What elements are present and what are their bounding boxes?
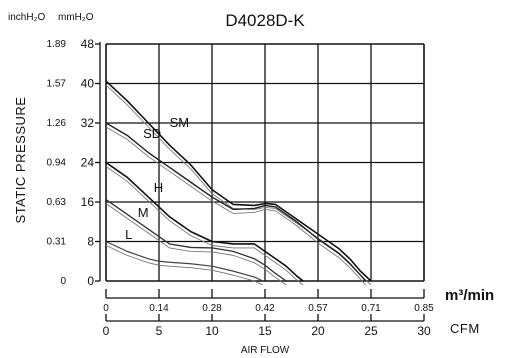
x-tick-label-cfm: 10 xyxy=(205,324,219,338)
series-label-sm: SM xyxy=(170,115,190,130)
x-tick-label-m3: 0.57 xyxy=(308,303,328,314)
y-tick-label-mm: 40 xyxy=(81,77,95,91)
y-tick-label-inch: 0.31 xyxy=(47,237,67,248)
x-tick-label-cfm: 30 xyxy=(417,324,431,338)
series-label-h: H xyxy=(154,180,163,195)
series-label-sd: SD xyxy=(143,126,161,141)
x-tick-label-m3: 0.42 xyxy=(255,303,275,314)
series-label-l: L xyxy=(125,227,132,242)
y-tick-label-mm: 8 xyxy=(87,235,94,249)
y-tick-label-inch: 1.57 xyxy=(47,79,67,90)
x-tick-label-cfm: 25 xyxy=(364,324,378,338)
y-tick-label-mm: 24 xyxy=(81,156,95,170)
series-lines: SM SD HML xyxy=(105,80,372,286)
x-tick-label-cfm: 20 xyxy=(311,324,325,338)
axis-ticks: 0 0 8 0.31 16 0.63 24 0.94 32 1.26 40 1.57 48 1.89 0 0.… xyxy=(47,37,435,338)
x-tick-label-m3: 0 xyxy=(103,303,109,314)
x-tick-label-m3: 0.85 xyxy=(414,303,434,314)
x-unit-cfm: CFM xyxy=(450,321,480,336)
series-line-m xyxy=(105,198,287,282)
series-band-l xyxy=(105,245,264,286)
series-line-sm xyxy=(105,80,372,282)
y-axis-label: STATIC PRESSURE xyxy=(13,97,28,224)
x-tick-label-cfm: 5 xyxy=(156,324,163,338)
chart-title: D4028D-K xyxy=(225,11,305,30)
x-tick-label-cfm: 15 xyxy=(258,324,272,338)
y-tick-label-inch: 0 xyxy=(60,276,66,287)
series-line-sd xyxy=(105,122,367,282)
y-tick-label-mm: 48 xyxy=(81,37,95,51)
series-band-m xyxy=(105,203,287,286)
y-tick-label-mm: 16 xyxy=(81,195,95,209)
series-band-sm xyxy=(105,84,372,286)
x-tick-label-m3: 0.14 xyxy=(149,303,169,314)
y-tick-label-inch: 1.89 xyxy=(47,39,67,50)
series-line-h xyxy=(105,161,304,282)
x-unit-m3: m³/min xyxy=(445,287,494,304)
y-tick-label-inch: 1.26 xyxy=(47,118,67,129)
y-tick-label-mm: 32 xyxy=(81,116,95,130)
grid xyxy=(105,43,425,282)
x-axis-label: AIR FLOW xyxy=(241,345,290,356)
left-unit-mm: mmH₂O xyxy=(58,12,94,23)
left-unit-inch: inchH₂O xyxy=(8,12,45,23)
series-band-h xyxy=(105,166,304,286)
series-band-sd xyxy=(105,126,367,286)
x-tick-label-m3: 0.28 xyxy=(202,303,222,314)
series-label-m: M xyxy=(138,205,149,220)
y-tick-label-inch: 0.63 xyxy=(47,197,67,208)
y-tick-label-inch: 0.94 xyxy=(47,158,67,169)
series-line-l xyxy=(105,240,264,282)
x-tick-label-m3: 0.71 xyxy=(361,303,381,314)
y-tick-label-mm: 0 xyxy=(87,274,94,288)
x-tick-label-cfm: 0 xyxy=(103,324,110,338)
